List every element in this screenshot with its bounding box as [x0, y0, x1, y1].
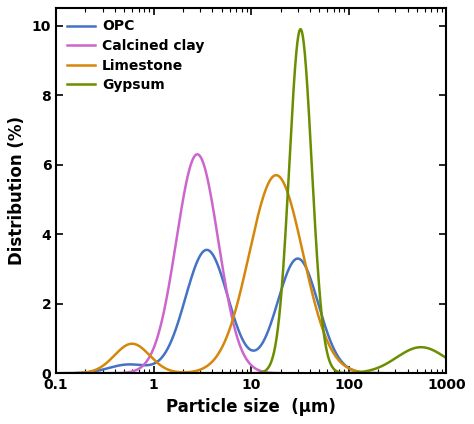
Calcined clay	[465, 371, 471, 376]
Gypsum	[473, 368, 474, 374]
OPC	[233, 319, 238, 324]
Gypsum	[465, 366, 471, 371]
Limestone	[473, 371, 474, 376]
Limestone	[465, 371, 471, 376]
Line: Gypsum: Gypsum	[56, 29, 474, 373]
OPC	[204, 247, 210, 252]
OPC	[126, 362, 132, 367]
Line: Calcined clay: Calcined clay	[56, 154, 474, 373]
Gypsum	[419, 345, 425, 350]
X-axis label: Particle size  (μm): Particle size (μm)	[166, 398, 336, 416]
Calcined clay	[126, 370, 132, 375]
OPC	[101, 367, 107, 372]
Line: OPC: OPC	[56, 250, 474, 373]
Calcined clay	[419, 371, 425, 376]
Y-axis label: Distribution (%): Distribution (%)	[9, 116, 27, 265]
Limestone	[101, 363, 107, 368]
OPC	[473, 371, 474, 376]
OPC	[419, 371, 425, 376]
Calcined clay	[194, 152, 200, 157]
Calcined clay	[101, 371, 107, 376]
Line: Limestone: Limestone	[56, 175, 474, 373]
Calcined clay	[233, 329, 238, 334]
Limestone	[53, 371, 59, 376]
OPC	[53, 371, 59, 376]
Legend: OPC, Calcined clay, Limestone, Gypsum: OPC, Calcined clay, Limestone, Gypsum	[63, 15, 209, 96]
Limestone	[419, 371, 425, 376]
Calcined clay	[473, 371, 474, 376]
OPC	[465, 371, 471, 376]
Limestone	[126, 342, 132, 347]
Calcined clay	[214, 231, 220, 236]
OPC	[214, 261, 220, 266]
Limestone	[214, 353, 220, 358]
Limestone	[273, 173, 279, 178]
Gypsum	[214, 371, 220, 376]
Limestone	[232, 309, 238, 314]
Gypsum	[298, 27, 303, 32]
Gypsum	[126, 371, 132, 376]
Gypsum	[53, 371, 59, 376]
Calcined clay	[53, 371, 59, 376]
Gypsum	[232, 371, 238, 376]
Gypsum	[101, 371, 107, 376]
